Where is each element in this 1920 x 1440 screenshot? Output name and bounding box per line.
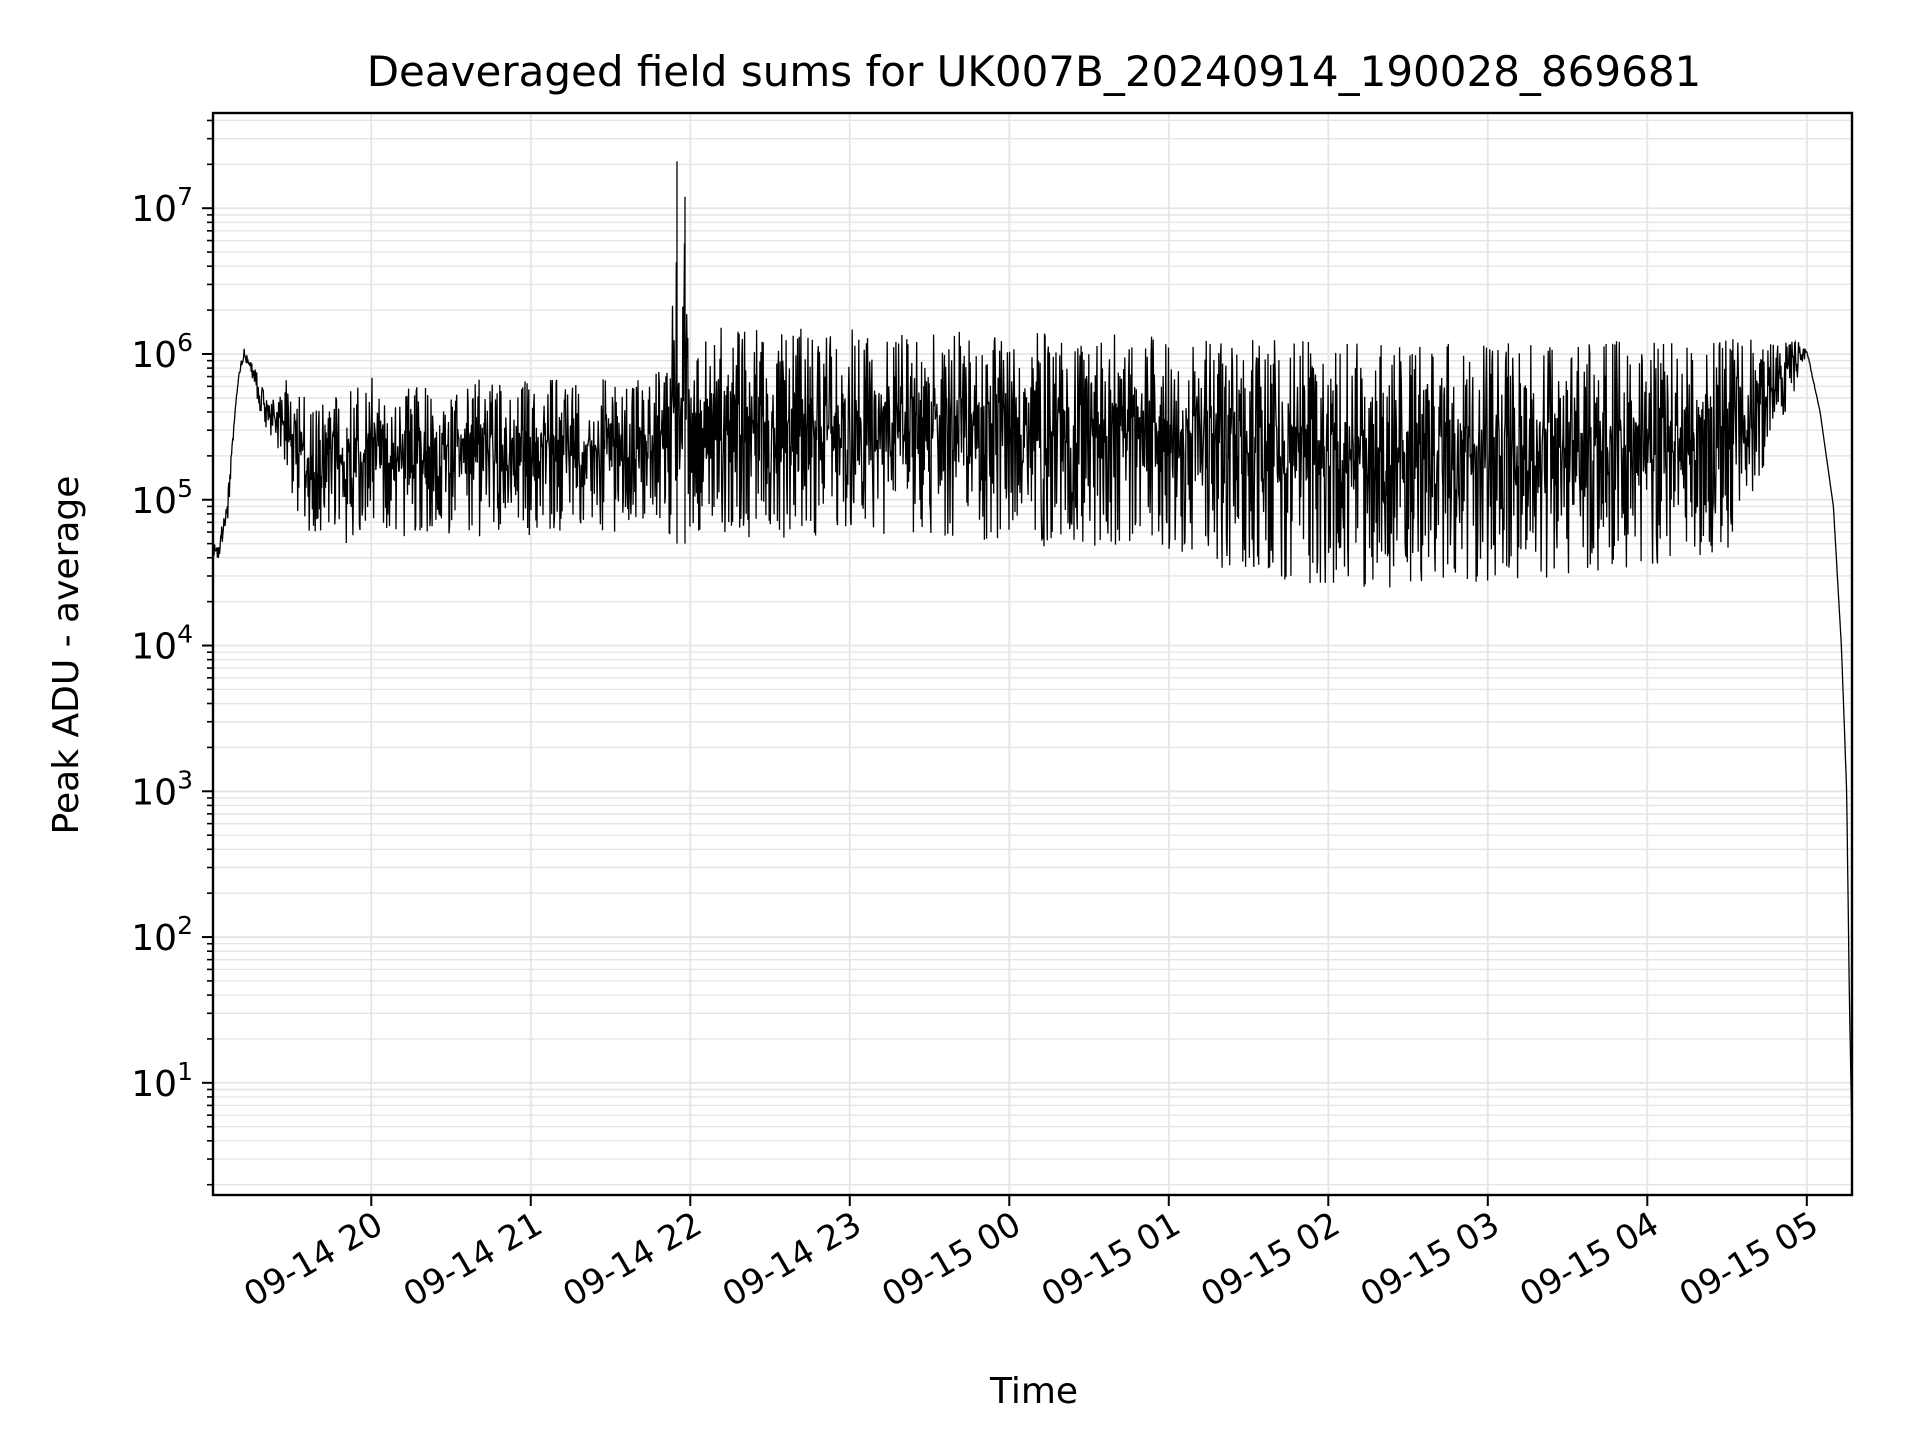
x-axis-label: Time <box>989 1371 1078 1412</box>
plot-frame <box>211 111 1854 1197</box>
y-tick-label: 107 <box>131 182 193 230</box>
y-tick-label: 101 <box>131 1057 193 1105</box>
y-tick-label: 103 <box>131 765 193 813</box>
y-axis-label: Peak ADU - average <box>46 476 87 835</box>
chart-title: Deaveraged field sums for UK007B_2024091… <box>367 47 1702 96</box>
y-tick-label: 104 <box>131 620 193 668</box>
y-tick-label: 105 <box>131 474 193 522</box>
series-line <box>212 161 1853 1141</box>
y-tick-label: 106 <box>131 328 193 376</box>
grid-lines <box>213 113 1852 1195</box>
y-axis: 101 102 103 104 105 106 107 <box>131 119 213 1186</box>
y-tick-label: 102 <box>131 911 193 959</box>
